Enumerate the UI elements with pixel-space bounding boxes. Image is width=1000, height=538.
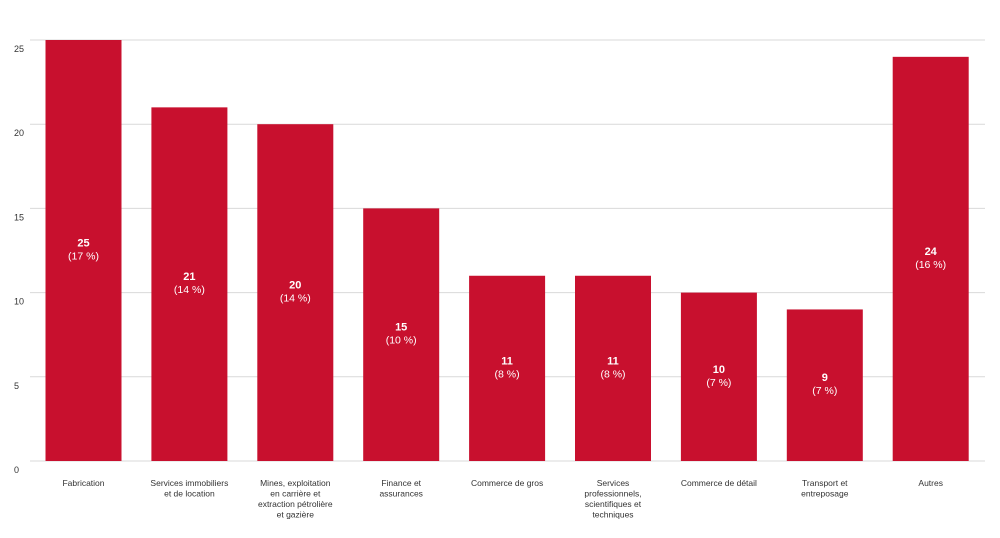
- y-tick-label: 5: [14, 381, 19, 391]
- x-category-label: Mines, exploitation en carrière et extract…: [258, 478, 333, 520]
- bar: [151, 107, 228, 462]
- bar-percent-label: (17 %): [68, 251, 99, 263]
- bar-value-label: 11: [607, 355, 619, 367]
- y-tick-label: 20: [14, 128, 24, 138]
- bar-value-label: 24: [925, 246, 938, 258]
- y-tick-label: 25: [14, 44, 24, 54]
- bar-labels: 25(17 %)21(14 %) 20(14 %)15(10 %)11(8 %)1…: [68, 238, 946, 398]
- bar-value-label: 21: [183, 271, 195, 283]
- bar-percent-label: (8 %): [495, 368, 520, 380]
- y-tick-label: 10: [14, 297, 24, 307]
- x-category-label: Fabrication: [62, 478, 104, 488]
- bar-value-label: 15: [395, 322, 407, 334]
- x-category-label-line: et gazière: [277, 510, 315, 520]
- bar: [786, 309, 863, 461]
- x-category-label-line: extraction pétrolière: [258, 499, 333, 509]
- bar-value-label: 11: [501, 355, 513, 367]
- y-axis-ticks: 0 5 10 15 20 25: [14, 44, 24, 475]
- x-category-label: Finance et assurances: [379, 478, 422, 499]
- bar: [892, 56, 969, 462]
- x-category-label-line: Services immobiliers: [150, 478, 228, 488]
- x-category-label-line: Mines, exploitation: [260, 478, 331, 488]
- x-category-label-line: techniques: [592, 510, 633, 520]
- bar: [45, 40, 122, 461]
- bars: [45, 40, 969, 462]
- bar-value-label: 20: [289, 280, 301, 292]
- bar: [680, 292, 757, 461]
- x-category-label-line: et de location: [164, 489, 215, 499]
- y-tick-label: 15: [14, 212, 24, 222]
- x-category-label-line: scientifiques et: [585, 499, 642, 509]
- bar-percent-label: (7 %): [812, 385, 837, 397]
- bar-percent-label: (10 %): [386, 335, 417, 347]
- y-tick-label: 0: [14, 465, 19, 475]
- x-category-label: Commerce de détail: [681, 478, 757, 488]
- x-category-label-line: Services: [597, 478, 630, 488]
- bar-percent-label: (8 %): [600, 368, 625, 380]
- x-category-label-line: en carrière et: [270, 489, 321, 499]
- x-category-label: Services professionnels, scientifiques et t…: [584, 478, 641, 520]
- x-category-label: Autres: [918, 478, 943, 488]
- bar-percent-label: (16 %): [915, 259, 946, 271]
- x-category-label-line: Autres: [918, 478, 943, 488]
- bar: [469, 275, 546, 461]
- x-category-label: Commerce de gros: [471, 478, 543, 488]
- x-category-label: Transport et entreposage: [801, 478, 849, 499]
- x-category-label: Services immobiliers et de location: [150, 478, 228, 499]
- x-category-label-line: Fabrication: [62, 478, 104, 488]
- bar-percent-label: (14 %): [280, 293, 311, 305]
- x-category-label-line: Commerce de détail: [681, 478, 757, 488]
- bar-percent-label: (14 %): [174, 284, 205, 296]
- bar-value-label: 9: [822, 372, 828, 384]
- x-category-label-line: assurances: [379, 489, 422, 499]
- x-axis-categories: Fabrication Services immobiliers et de loc…: [62, 478, 943, 520]
- bar: [363, 208, 440, 461]
- bar: [257, 124, 334, 461]
- bar-percent-label: (7 %): [706, 377, 731, 389]
- bar-value-label: 25: [77, 238, 89, 250]
- bar-value-label: 10: [713, 364, 725, 376]
- x-category-label-line: entreposage: [801, 489, 849, 499]
- x-category-label-line: Finance et: [381, 478, 421, 488]
- bar: [575, 275, 651, 461]
- x-category-label-line: professionnels,: [584, 489, 641, 499]
- x-category-label-line: Commerce de gros: [471, 478, 543, 488]
- x-category-label-line: Transport et: [802, 478, 848, 488]
